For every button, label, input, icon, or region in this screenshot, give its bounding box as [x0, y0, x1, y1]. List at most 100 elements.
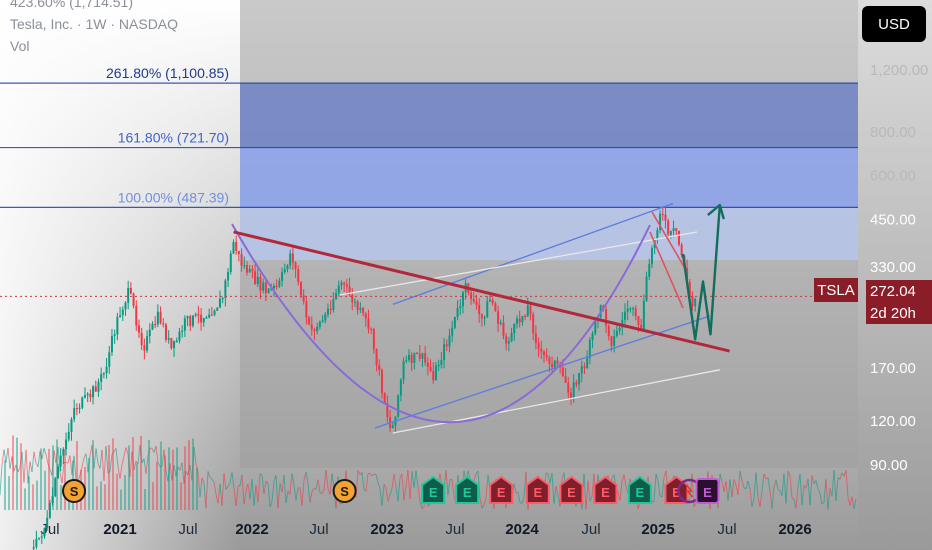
candle-body	[529, 305, 532, 315]
volume-line	[279, 483, 283, 493]
candle-body	[340, 282, 343, 286]
candle-body	[281, 271, 284, 281]
candle-body	[348, 286, 351, 295]
candle-body	[286, 265, 289, 270]
candle-body	[399, 379, 402, 396]
volume-line	[311, 488, 315, 492]
candle-body	[537, 342, 540, 349]
volume-line	[781, 473, 785, 496]
candle-body	[542, 351, 545, 355]
volume-line	[417, 487, 421, 501]
candle-body	[478, 304, 481, 315]
volume-line	[235, 486, 239, 507]
candle-body	[43, 528, 46, 537]
candle-body	[443, 344, 446, 361]
volume-line	[821, 501, 825, 505]
candle-body	[337, 285, 340, 294]
volume-line	[203, 482, 207, 509]
candle-body	[567, 382, 570, 393]
candle-body	[186, 316, 189, 319]
pullback-line-lower	[649, 231, 684, 309]
pullback-line-upper	[651, 211, 687, 271]
candle-body	[626, 308, 629, 312]
volume-line	[175, 466, 179, 477]
candle-body	[262, 282, 265, 291]
volume-line	[485, 475, 489, 499]
candle-body	[629, 308, 632, 310]
volume-line	[205, 471, 209, 509]
candle-body	[564, 376, 567, 383]
volume-line	[223, 473, 227, 490]
dividend-marker	[332, 479, 357, 503]
earnings-marker-label: E	[601, 485, 610, 500]
candle-body	[116, 316, 119, 335]
candle-body	[35, 538, 38, 548]
volume-line	[753, 472, 757, 499]
volume-line	[27, 461, 31, 484]
volume-line	[839, 472, 843, 480]
symbol-title: Tesla, Inc. · 1W · NASDAQ	[10, 16, 179, 32]
split-bolt-icon	[685, 484, 694, 498]
volume-line	[281, 474, 285, 493]
volume-line	[37, 451, 41, 467]
candle-body	[610, 336, 613, 346]
volume-line	[661, 477, 665, 498]
volume-line	[93, 448, 97, 469]
channel-inner-line	[374, 315, 711, 429]
candle-body	[167, 337, 170, 340]
candle-body	[632, 308, 635, 310]
volume-line	[403, 485, 407, 501]
volume-line	[473, 473, 477, 481]
candle-body	[73, 408, 76, 420]
candle-body	[124, 302, 127, 310]
candle-body	[448, 335, 451, 347]
candle-body	[451, 327, 454, 336]
volume-line	[261, 475, 265, 494]
candle-body	[607, 325, 610, 337]
volume-line	[293, 485, 297, 501]
candle-body	[413, 352, 416, 363]
dividend-marker	[62, 479, 87, 503]
volume-line	[47, 463, 51, 470]
candle-body	[113, 334, 116, 336]
volume-line	[847, 497, 851, 506]
candle-body	[456, 308, 459, 317]
currency-button[interactable]: USD	[862, 6, 926, 42]
fib-band-100	[240, 207, 858, 261]
candle-body	[650, 248, 653, 265]
candle-body	[181, 330, 184, 332]
candle-body	[148, 329, 151, 337]
y-tick-label: 170.00	[870, 360, 916, 377]
volume-line	[209, 476, 213, 480]
volume-line	[55, 446, 59, 464]
candle-body	[310, 324, 313, 330]
candle-body	[475, 301, 478, 305]
volume-line	[393, 474, 397, 487]
y-tick-label: 90.00	[870, 457, 908, 474]
volume-line	[513, 483, 517, 493]
candle-body	[89, 393, 92, 398]
volume-line	[545, 472, 549, 475]
earnings-marker-label: E	[567, 485, 576, 500]
candle-body	[197, 314, 200, 316]
candle-body	[275, 285, 278, 288]
candle-body	[297, 268, 300, 283]
volume-line	[253, 485, 257, 506]
volume-line	[759, 490, 763, 507]
volume-line	[79, 467, 83, 476]
dividend-marker-label: S	[70, 484, 79, 499]
volume-line	[85, 453, 89, 473]
fib-band-161	[240, 147, 858, 208]
y-tick-label: 120.00	[870, 413, 916, 430]
volume-line	[25, 449, 29, 484]
volume-line	[769, 490, 773, 509]
candle-body	[86, 393, 89, 396]
candle-body	[272, 285, 275, 289]
candle-body	[102, 373, 105, 375]
candle-body	[507, 341, 510, 344]
volume-line	[483, 498, 487, 506]
volume-line	[817, 488, 821, 494]
candle-body	[426, 362, 429, 367]
